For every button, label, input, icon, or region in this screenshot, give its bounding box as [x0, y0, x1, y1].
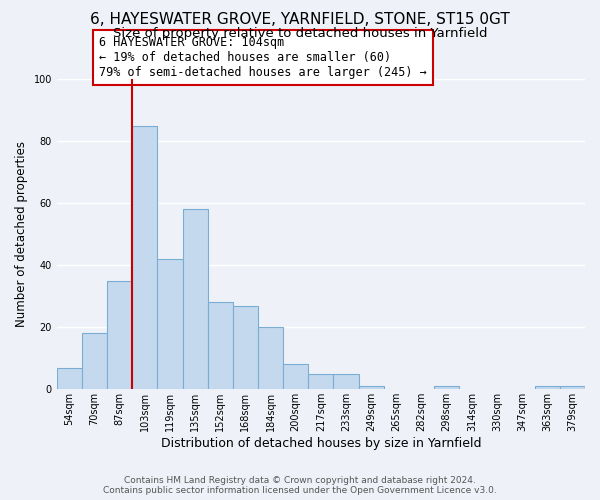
Bar: [359, 386, 384, 390]
Bar: [334, 374, 359, 390]
Bar: [283, 364, 308, 390]
Bar: [434, 386, 459, 390]
Bar: [233, 306, 258, 390]
Bar: [560, 386, 585, 390]
Bar: [82, 334, 107, 390]
Bar: [258, 327, 283, 390]
Bar: [208, 302, 233, 390]
Bar: [535, 386, 560, 390]
Text: 6 HAYESWATER GROVE: 104sqm
← 19% of detached houses are smaller (60)
79% of semi: 6 HAYESWATER GROVE: 104sqm ← 19% of deta…: [99, 36, 427, 79]
X-axis label: Distribution of detached houses by size in Yarnfield: Distribution of detached houses by size …: [161, 437, 481, 450]
Text: Size of property relative to detached houses in Yarnfield: Size of property relative to detached ho…: [113, 28, 487, 40]
Bar: [182, 210, 208, 390]
Text: 6, HAYESWATER GROVE, YARNFIELD, STONE, ST15 0GT: 6, HAYESWATER GROVE, YARNFIELD, STONE, S…: [90, 12, 510, 28]
Bar: [107, 280, 132, 390]
Text: Contains HM Land Registry data © Crown copyright and database right 2024.
Contai: Contains HM Land Registry data © Crown c…: [103, 476, 497, 495]
Bar: [57, 368, 82, 390]
Y-axis label: Number of detached properties: Number of detached properties: [15, 141, 28, 327]
Bar: [308, 374, 334, 390]
Bar: [157, 259, 182, 390]
Bar: [132, 126, 157, 390]
